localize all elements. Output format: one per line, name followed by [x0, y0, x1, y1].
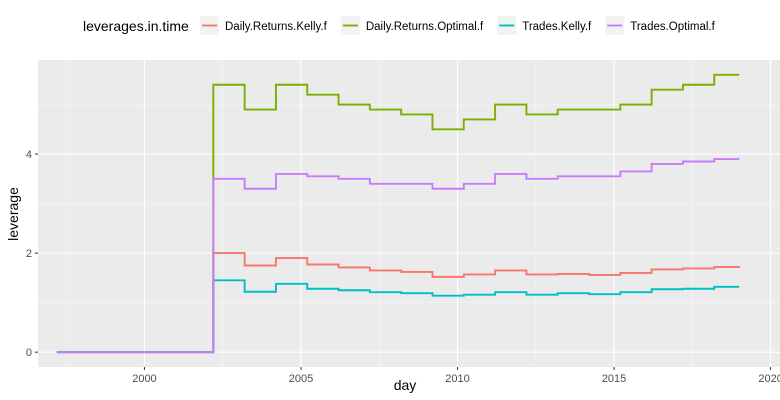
legend-label: Daily.Returns.Kelly.f — [225, 21, 328, 33]
legend-label: Trades.Kelly.f — [522, 21, 592, 33]
x-tick-label: 2020 — [758, 373, 780, 385]
legend-title: leverages.in.time — [83, 18, 189, 34]
series-line-2 — [56, 73, 740, 354]
legend-item-1: Daily.Returns.Kelly.f — [200, 16, 328, 35]
x-tick-label: 2005 — [289, 373, 313, 385]
major-gridlines — [38, 60, 780, 367]
legend-label: Trades.Optimal.f — [630, 21, 715, 33]
series-line-4 — [56, 158, 740, 354]
y-axis: 0 2 4 — [26, 149, 38, 359]
legend-label: Daily.Returns.Optimal.f — [366, 21, 484, 33]
x-axis-title: day — [394, 377, 417, 393]
y-tick-label: 2 — [26, 248, 32, 260]
minor-gridlines — [38, 60, 780, 367]
x-tick-label: 2010 — [445, 373, 469, 385]
y-tick-label: 4 — [26, 149, 32, 161]
x-tick-label: 2015 — [602, 373, 626, 385]
series-line-3 — [56, 279, 740, 354]
legend-item-4: Trades.Optimal.f — [605, 16, 716, 35]
legend: leverages.in.time Daily.Returns.Kelly.f D… — [83, 16, 716, 35]
y-axis-title: leverage — [5, 187, 21, 241]
series-line-1 — [56, 252, 741, 354]
plot-panel — [38, 60, 780, 367]
y-tick-label: 0 — [26, 347, 32, 359]
x-axis: 2000 2005 2010 2015 2020 — [132, 367, 780, 385]
legend-item-2: Daily.Returns.Optimal.f — [340, 16, 484, 35]
legend-item-3: Trades.Kelly.f — [497, 16, 592, 35]
x-tick-label: 2000 — [132, 373, 156, 385]
series-lines — [56, 73, 741, 354]
